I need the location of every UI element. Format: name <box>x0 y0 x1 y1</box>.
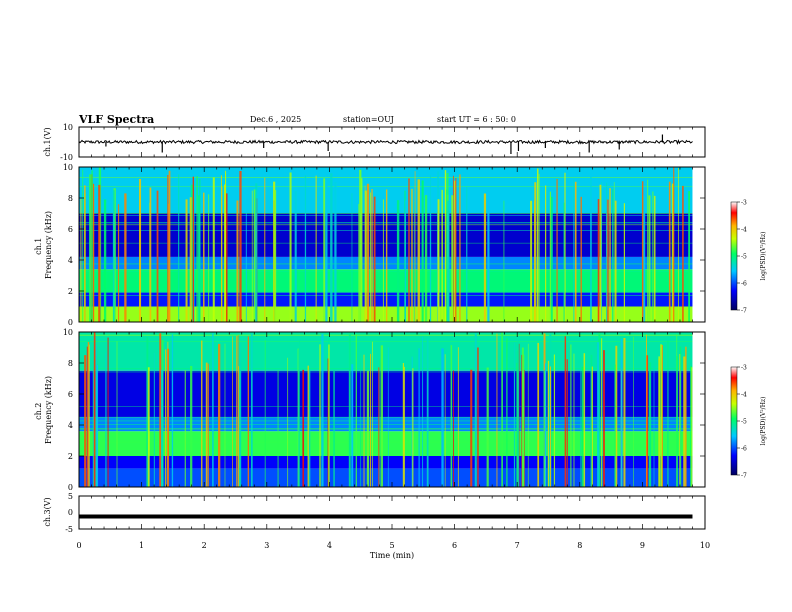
ch1-spectrogram-panel: 0 2 4 6 8 10 ch.1 Frequency (kHz) <box>34 163 706 327</box>
spectrogram-band <box>79 370 693 418</box>
spectrogram-band <box>79 456 693 469</box>
ch1-colorbar: -3 -4 -5 -6 -7 log(PSD)(V²/Hz) <box>730 200 767 315</box>
ch1-waveform-trace <box>78 139 693 146</box>
freq-tick-label: 8 <box>68 194 73 203</box>
freq-tick-label: 10 <box>63 163 73 172</box>
ch1-waveform-ylabel: ch.1(V) <box>43 127 52 156</box>
ch2-spectrogram-image <box>79 332 705 487</box>
header-start-time: start UT = 6 : 50: 0 <box>437 115 516 124</box>
ch1-spikes <box>105 134 664 154</box>
ch1-spectrogram-yticks: 0 2 4 6 8 10 <box>63 163 705 327</box>
colorbar-tick-label: -7 <box>741 308 747 315</box>
colorbar-tick-label: -3 <box>741 200 747 207</box>
ch1-freq-label: Frequency (kHz) <box>44 211 53 279</box>
header-station: station=OUJ <box>343 115 394 124</box>
ch1-colorbar-gradient <box>730 201 738 311</box>
freq-tick-label: 6 <box>68 225 73 234</box>
ch1-spectrogram-ticks <box>78 167 706 322</box>
colorbar-tick-label: -6 <box>741 281 747 288</box>
ch1-label: ch.1 <box>34 238 43 255</box>
spectrogram-band <box>79 431 693 456</box>
figure-title: VLF Spectra <box>78 113 154 126</box>
freq-tick-label: 4 <box>68 256 73 265</box>
ch1-waveform-panel: 10 -10 ch.1(V) <box>43 123 706 162</box>
spectrogram-band <box>79 468 693 487</box>
ch1-colorbar-label: log(PSD)(V²/Hz) <box>760 232 767 281</box>
header-date: Dec.6 , 2025 <box>250 115 301 124</box>
ch1-ytick-bottom: -10 <box>60 153 73 162</box>
colorbar-tick-label: -4 <box>741 227 747 234</box>
ch1-ytick-top: 10 <box>63 123 73 132</box>
freq-tick-label: 2 <box>68 287 73 296</box>
no-data-region <box>692 167 705 322</box>
ch1-colorbar-ticks: -3 -4 -5 -6 -7 <box>737 200 747 315</box>
ch1-waveform-ticks <box>78 127 706 157</box>
spectrogram-band <box>79 332 693 371</box>
ch1-spectrogram-ylabel: ch.1 Frequency (kHz) <box>34 211 53 279</box>
ch1-spectrogram-image <box>79 167 705 322</box>
freq-tick-label: 0 <box>68 318 73 327</box>
colorbar-tick-label: -5 <box>741 254 747 261</box>
